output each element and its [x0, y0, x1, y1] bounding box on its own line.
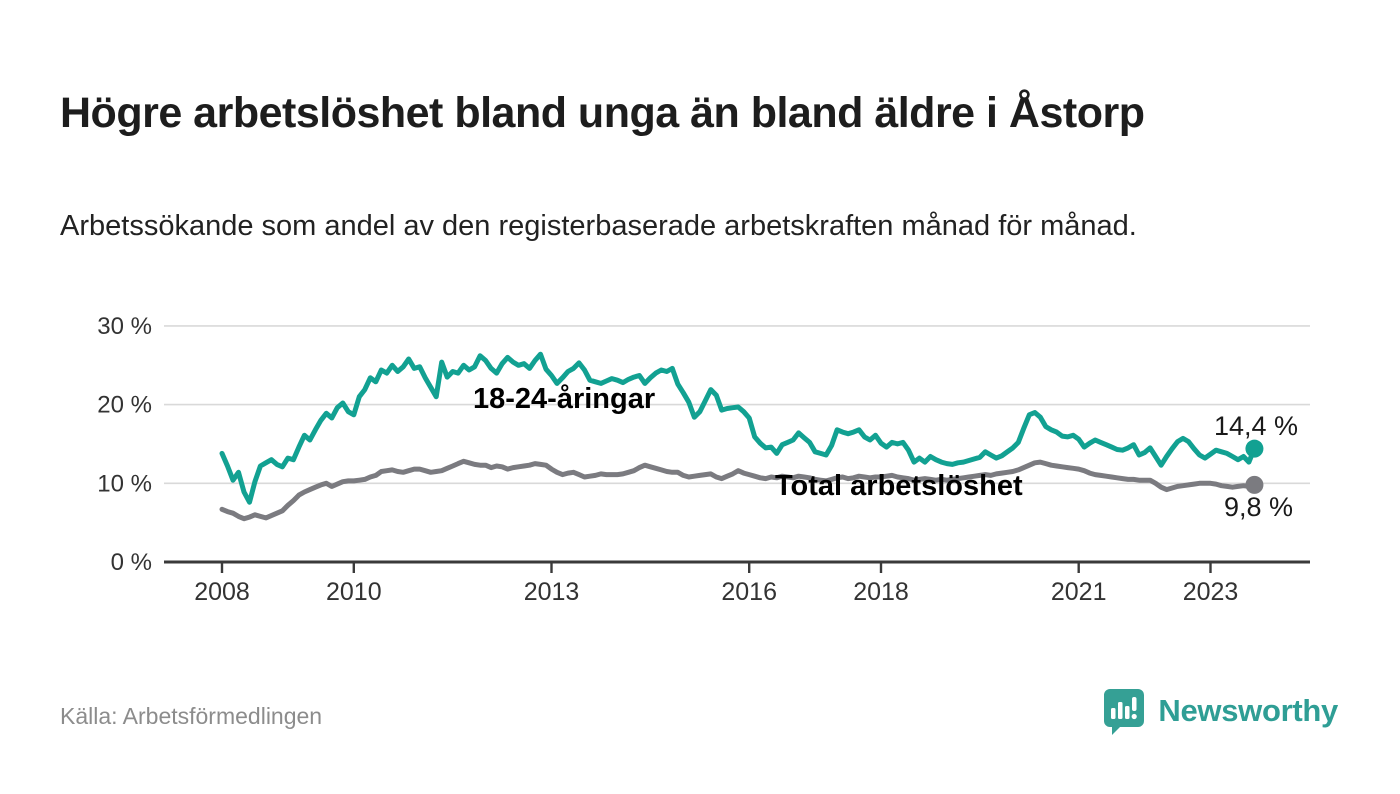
y-tick-label: 10 %	[97, 470, 152, 497]
series-end-dot-total	[1245, 475, 1264, 494]
newsworthy-logo: Newsworthy	[1102, 686, 1338, 736]
x-tick-label: 2016	[721, 578, 777, 606]
x-tick-label: 2013	[524, 578, 580, 606]
x-tick-label: 2008	[194, 578, 250, 606]
series-line-young	[219, 351, 1257, 505]
x-tick-label: 2010	[326, 578, 382, 606]
newsworthy-wordmark: Newsworthy	[1158, 693, 1338, 728]
source-note: Källa: Arbetsförmedlingen	[60, 703, 323, 729]
series-end-dot-young	[1245, 439, 1264, 458]
page-title: Högre arbetslöshet bland unga än bland ä…	[60, 88, 1145, 137]
series-label-total: Total arbetslöshet	[775, 470, 1023, 502]
newsworthy-bubble-chart-icon	[1104, 689, 1145, 735]
end-value-total: 9,8 %	[1224, 492, 1294, 522]
series-label-young: 18-24-åringar	[473, 383, 656, 415]
series-line-total	[219, 458, 1257, 522]
y-tick-label: 0 %	[111, 549, 152, 576]
y-tick-label: 20 %	[97, 392, 152, 419]
x-tick-label: 2021	[1051, 578, 1107, 606]
x-tick-label: 2018	[853, 578, 909, 606]
chart-subtitle: Arbetssökande som andel av den registerb…	[60, 210, 1137, 242]
y-tick-label: 30 %	[97, 313, 152, 340]
end-value-young: 14,4 %	[1214, 411, 1299, 441]
x-tick-label: 2023	[1183, 578, 1239, 606]
